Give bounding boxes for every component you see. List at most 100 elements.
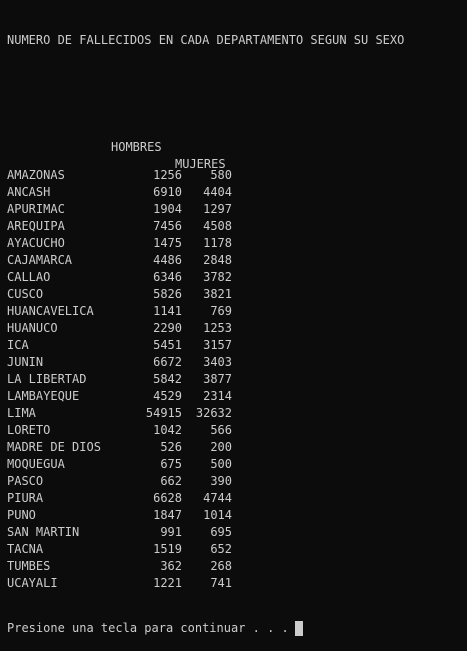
prompt-line: Presione una tecla para continuar . . . bbox=[7, 620, 467, 637]
table-row: PASCO 662 390 bbox=[7, 473, 467, 490]
mujeres-count: 695 bbox=[210, 525, 232, 539]
department-name: PASCO bbox=[7, 474, 44, 488]
table-row: MADRE DE DIOS 526 200 bbox=[7, 439, 467, 456]
prompt-text: Presione una tecla para continuar . . . bbox=[7, 621, 289, 635]
hombres-count: 6910 bbox=[153, 185, 182, 199]
department-name: ICA bbox=[7, 338, 29, 352]
table-row: PIURA 6628 4744 bbox=[7, 490, 467, 507]
hombres-count: 1847 bbox=[153, 508, 182, 522]
table-body: AMAZONAS 1256 580 ANCASH 6910 4404 APURIMAC 190… bbox=[7, 167, 467, 592]
mujeres-count: 566 bbox=[210, 423, 232, 437]
department-name: LAMBAYEQUE bbox=[7, 389, 80, 403]
department-name: MOQUEGUA bbox=[7, 457, 65, 471]
mujeres-count: 3782 bbox=[203, 270, 232, 284]
table-header: HOMBRES MUJERES bbox=[7, 122, 467, 171]
department-name: LORETO bbox=[7, 423, 51, 437]
department-name: TACNA bbox=[7, 542, 44, 556]
department-name: LA LIBERTAD bbox=[7, 372, 87, 386]
header-mujeres: MUJERES bbox=[175, 157, 226, 171]
hombres-count: 1475 bbox=[153, 236, 182, 250]
department-name: CAJAMARCA bbox=[7, 253, 73, 267]
table-row: LIMA 54915 32632 bbox=[7, 405, 467, 422]
hombres-count: 1519 bbox=[153, 542, 182, 556]
department-name: PUNO bbox=[7, 508, 36, 522]
hombres-count: 1221 bbox=[153, 576, 182, 590]
mujeres-count: 3157 bbox=[203, 338, 232, 352]
table-row: HUANUCO 2290 1253 bbox=[7, 320, 467, 337]
department-name: PIURA bbox=[7, 491, 44, 505]
table-row: CALLAO 6346 3782 bbox=[7, 269, 467, 286]
blank-line bbox=[7, 77, 467, 94]
mujeres-count: 4744 bbox=[203, 491, 232, 505]
console-title: NUMERO DE FALLECIDOS EN CADA DEPARTAMENT… bbox=[7, 33, 405, 47]
hombres-count: 2290 bbox=[153, 321, 182, 335]
mujeres-count: 1253 bbox=[203, 321, 232, 335]
hombres-count: 1141 bbox=[153, 304, 182, 318]
table-row: MOQUEGUA 675 500 bbox=[7, 456, 467, 473]
hombres-count: 5842 bbox=[153, 372, 182, 386]
mujeres-count: 2314 bbox=[203, 389, 232, 403]
hombres-count: 362 bbox=[160, 559, 182, 573]
department-name: JUNIN bbox=[7, 355, 44, 369]
department-name: APURIMAC bbox=[7, 202, 65, 216]
department-name: HUANCAVELICA bbox=[7, 304, 94, 318]
hombres-count: 6672 bbox=[153, 355, 182, 369]
hombres-count: 4529 bbox=[153, 389, 182, 403]
mujeres-count: 652 bbox=[210, 542, 232, 556]
table-row: LORETO 1042 566 bbox=[7, 422, 467, 439]
mujeres-count: 4404 bbox=[203, 185, 232, 199]
mujeres-count: 1297 bbox=[203, 202, 232, 216]
table-row: TACNA 1519 652 bbox=[7, 541, 467, 558]
department-name: UCAYALI bbox=[7, 576, 58, 590]
mujeres-count: 769 bbox=[210, 304, 232, 318]
console-window[interactable]: { "title": "NUMERO DE FALLECIDOS EN CADA… bbox=[0, 0, 467, 636]
hombres-count: 4486 bbox=[153, 253, 182, 267]
mujeres-count: 3403 bbox=[203, 355, 232, 369]
table-row: LAMBAYEQUE 4529 2314 bbox=[7, 388, 467, 405]
console-output: NUMERO DE FALLECIDOS EN CADA DEPARTAMENT… bbox=[7, 4, 467, 636]
department-name: LIMA bbox=[7, 406, 36, 420]
hombres-count: 526 bbox=[160, 440, 182, 454]
table-row: UCAYALI 1221 741 bbox=[7, 575, 467, 592]
hombres-count: 6346 bbox=[153, 270, 182, 284]
mujeres-count: 3877 bbox=[203, 372, 232, 386]
table-row: TUMBES 362 268 bbox=[7, 558, 467, 575]
table-row: PUNO 1847 1014 bbox=[7, 507, 467, 524]
department-name: ANCASH bbox=[7, 185, 51, 199]
hombres-count: 5451 bbox=[153, 338, 182, 352]
mujeres-count: 580 bbox=[210, 168, 232, 182]
mujeres-count: 500 bbox=[210, 457, 232, 471]
department-name: AREQUIPA bbox=[7, 219, 65, 233]
table-row: AREQUIPA 7456 4508 bbox=[7, 218, 467, 235]
department-name: TUMBES bbox=[7, 559, 51, 573]
mujeres-count: 32632 bbox=[195, 406, 232, 420]
hombres-count: 1904 bbox=[153, 202, 182, 216]
hombres-count: 675 bbox=[160, 457, 182, 471]
hombres-count: 991 bbox=[160, 525, 182, 539]
hombres-count: 6628 bbox=[153, 491, 182, 505]
table-row: SAN MARTIN 991 695 bbox=[7, 524, 467, 541]
header-hombres: HOMBRES bbox=[111, 140, 162, 154]
department-name: CUSCO bbox=[7, 287, 44, 301]
table-row: APURIMAC 1904 1297 bbox=[7, 201, 467, 218]
table-row: AMAZONAS 1256 580 bbox=[7, 167, 467, 184]
mujeres-count: 390 bbox=[210, 474, 232, 488]
hombres-count: 1042 bbox=[153, 423, 182, 437]
hombres-count: 7456 bbox=[153, 219, 182, 233]
department-name: CALLAO bbox=[7, 270, 51, 284]
table-row: HUANCAVELICA 1141 769 bbox=[7, 303, 467, 320]
mujeres-count: 268 bbox=[210, 559, 232, 573]
department-name: HUANUCO bbox=[7, 321, 58, 335]
department-name: MADRE DE DIOS bbox=[7, 440, 101, 454]
hombres-count: 1256 bbox=[153, 168, 182, 182]
table-row: JUNIN 6672 3403 bbox=[7, 354, 467, 371]
department-name: AYACUCHO bbox=[7, 236, 65, 250]
department-name: SAN MARTIN bbox=[7, 525, 80, 539]
hombres-count: 662 bbox=[160, 474, 182, 488]
table-row: CUSCO 5826 3821 bbox=[7, 286, 467, 303]
table-row: LA LIBERTAD 5842 3877 bbox=[7, 371, 467, 388]
hombres-count: 54915 bbox=[145, 406, 182, 420]
hombres-count: 5826 bbox=[153, 287, 182, 301]
mujeres-count: 2848 bbox=[203, 253, 232, 267]
mujeres-count: 741 bbox=[210, 576, 232, 590]
